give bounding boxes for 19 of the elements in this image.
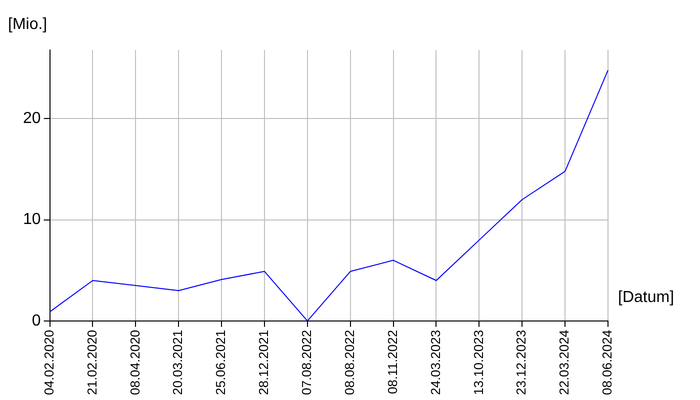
x-tick-label: 24.03.2023 [428, 330, 443, 396]
x-tick-label: 22.03.2024 [556, 330, 572, 396]
x-axis-title: [Datum] [618, 289, 674, 307]
x-tick-label: 07.08.2022 [299, 330, 314, 396]
x-tick-label: 20.03.2021 [170, 330, 186, 396]
x-tick-label: 21.02.2020 [84, 330, 100, 396]
x-tick-label: 28.12.2021 [256, 330, 272, 396]
y-tick-label: 10 [23, 211, 41, 228]
x-tick-label: 25.06.2021 [213, 330, 228, 396]
x-tick-label: 13.10.2023 [470, 330, 486, 396]
y-axis-title: [Mio.] [8, 16, 48, 34]
x-tick-label: 08.04.2020 [127, 330, 142, 396]
x-tick-label: 04.02.2020 [41, 330, 56, 396]
x-tick-label: 08.06.2024 [600, 330, 615, 396]
y-tick-label: 0 [32, 312, 41, 330]
x-tick-label: 23.12.2023 [514, 330, 529, 396]
x-tick-label: 08.08.2022 [342, 330, 357, 396]
x-tick-label: 08.11.2022 [384, 330, 400, 394]
y-tick-label: 20 [23, 110, 41, 128]
